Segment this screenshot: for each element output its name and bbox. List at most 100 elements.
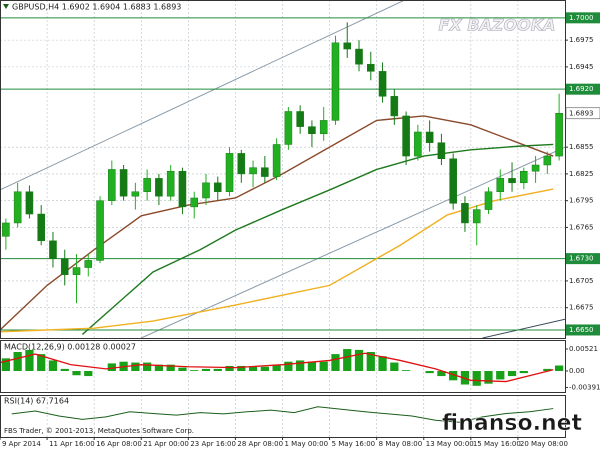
candle-body: [49, 240, 57, 259]
histogram-bar: [472, 371, 481, 386]
candle-body: [237, 153, 246, 175]
histogram-bar: [425, 371, 434, 374]
candle-body: [37, 213, 45, 242]
candle-body: [225, 153, 234, 192]
candle-body: [166, 170, 175, 197]
candle-body: [484, 191, 493, 210]
candle-body: [13, 191, 22, 224]
candle-body: [402, 115, 410, 157]
candle-body: [96, 200, 104, 261]
level-label-box: [566, 12, 600, 24]
rsi-title: RSI(14) 67.7164: [4, 397, 69, 406]
candle-body: [25, 191, 34, 215]
histogram-bar: [13, 351, 22, 372]
candle-body: [190, 197, 198, 208]
candle-body: [202, 182, 210, 199]
histogram-bar: [296, 360, 305, 372]
candle-body: [143, 178, 151, 192]
x-tick-label: 1 May 00:00: [285, 440, 329, 448]
histogram-bar: [248, 366, 258, 372]
candle-body: [414, 131, 422, 157]
main-frame: [0, 0, 566, 339]
candle-body: [520, 170, 528, 184]
candle-body: [272, 144, 281, 177]
candle-body: [496, 178, 505, 192]
histogram-bar: [154, 364, 164, 372]
histogram-bar: [519, 371, 528, 374]
histogram-bar: [449, 371, 458, 381]
histogram-bar: [260, 366, 269, 372]
candle-body: [60, 258, 69, 275]
moving-average: [0, 188, 554, 333]
x-tick-label: 9 Apr 2014: [2, 440, 41, 448]
histogram-bar: [343, 349, 352, 372]
histogram-bar: [354, 349, 364, 372]
trendline: [0, 0, 406, 191]
x-tick-label: 20 May 08:00: [520, 440, 568, 448]
histogram-bar: [37, 354, 46, 372]
histogram-bar: [143, 362, 152, 372]
histogram-bar: [307, 361, 317, 372]
x-tick-label: 21 Apr 00:00: [143, 440, 189, 448]
candle-body: [543, 155, 552, 166]
last-price-box: [565, 107, 600, 120]
last-price-label: 1.6893: [569, 109, 594, 117]
histogram-bar: [401, 370, 411, 372]
candle-body: [284, 111, 293, 145]
histogram-bar: [554, 365, 564, 372]
candle-body: [508, 178, 516, 184]
level-label-box: [566, 83, 600, 95]
y-tick-label: 1.6855: [569, 143, 594, 151]
y-tick-label: -0.00391: [569, 384, 600, 392]
candle-body: [472, 209, 481, 224]
candle-body: [155, 178, 163, 197]
y-tick-label: 1.6945: [569, 63, 594, 71]
sub-plots: [0, 349, 564, 423]
histogram-bar: [178, 367, 187, 372]
axes: 9 Apr 2014 11 Apr 16:00 16 Apr 08:00 21 Apr…: [0, 12, 600, 448]
histogram-bar: [60, 368, 69, 372]
level-label-box: [566, 324, 600, 336]
candle-body: [72, 267, 81, 275]
candle-body: [367, 63, 375, 72]
candle-body: [390, 96, 399, 117]
candle-body: [461, 203, 469, 224]
candle-body: [84, 260, 93, 268]
histogram-bar: [25, 349, 34, 372]
rsi-line: [11, 406, 554, 423]
level-label: 1.7000: [569, 14, 594, 22]
candle-body: [319, 120, 328, 135]
symbol-icon: [3, 4, 9, 9]
histogram-bar: [166, 364, 175, 372]
trendline: [141, 146, 565, 338]
watermark: finanso.net: [442, 411, 583, 436]
moving-average: [81, 143, 554, 335]
y-tick-label: 1.6705: [569, 277, 594, 285]
candle-body: [131, 191, 140, 197]
x-tick-label: 16 Apr 08:00: [96, 440, 142, 448]
level-label: 1.6730: [569, 255, 594, 263]
candle-body: [425, 131, 434, 143]
histogram-bar: [272, 364, 281, 372]
histogram-bar: [1, 358, 11, 372]
x-tick-label: 11 Apr 16:00: [49, 440, 95, 448]
histogram-bar: [496, 371, 505, 380]
candle-body: [2, 222, 10, 237]
histogram-bar: [84, 371, 93, 377]
histogram-bar: [319, 361, 328, 372]
candle-body: [555, 113, 563, 157]
candle-body: [449, 158, 457, 204]
y-tick-label: 1.6765: [569, 223, 594, 231]
x-tick-label: 5 May 16:00: [332, 440, 376, 448]
candle-body: [531, 164, 540, 172]
candle-body: [437, 142, 446, 159]
y-tick-label: 1.6975: [569, 36, 594, 44]
histogram-bar: [237, 365, 246, 372]
candle-body: [296, 111, 304, 127]
macd-frame: [0, 340, 566, 393]
histogram-bar: [190, 370, 199, 372]
candle-body: [249, 167, 257, 175]
level-label: 1.6650: [569, 326, 594, 334]
histogram-bar: [484, 371, 493, 384]
